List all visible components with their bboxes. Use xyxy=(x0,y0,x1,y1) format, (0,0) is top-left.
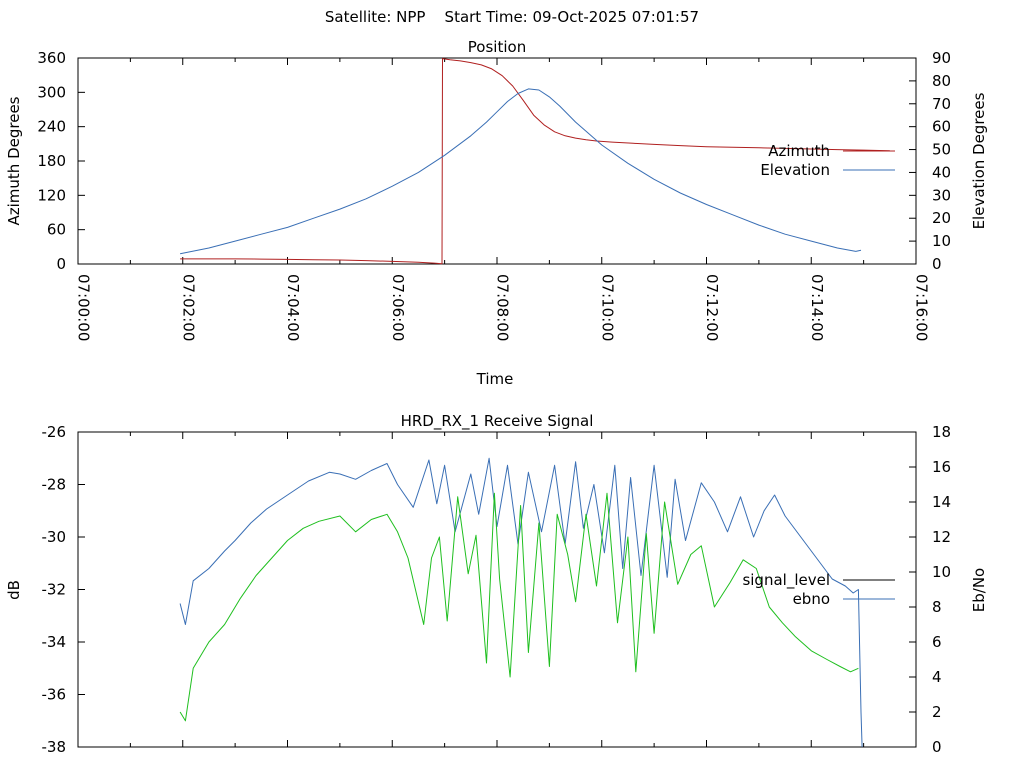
y2-tick-label: 30 xyxy=(932,186,951,204)
x-tick-label: 07:06:00 xyxy=(389,274,407,341)
y2-tick-label: 4 xyxy=(932,668,942,686)
y2-tick-label: 8 xyxy=(932,598,942,616)
x-tick-label: 07:14:00 xyxy=(808,274,826,341)
y2-tick-label: 18 xyxy=(932,423,951,441)
signal-y2label: Eb/No xyxy=(970,568,988,612)
legend-signal-level-label: signal_level xyxy=(742,571,830,590)
y-tick-label: 240 xyxy=(37,118,66,136)
y-tick-label: -36 xyxy=(42,686,67,704)
legend-elevation-label: Elevation xyxy=(760,161,830,179)
position-legend: Azimuth Elevation xyxy=(760,142,895,179)
position-title: Position xyxy=(468,38,526,56)
y2-tick-label: 0 xyxy=(932,738,942,756)
position-xlabel: Time xyxy=(476,370,514,388)
y-tick-label: 120 xyxy=(37,186,66,204)
signal-y-axis: -38 -36 -34 -32 -30 -28 -26 xyxy=(42,423,85,756)
position-y2-axis: 0 10 20 30 40 50 60 70 80 90 xyxy=(909,49,951,273)
x-tick-label: 07:16:00 xyxy=(913,274,931,341)
y2-tick-label: 90 xyxy=(932,49,951,67)
y-tick-label: 360 xyxy=(37,49,66,67)
signal-chart: HRD_RX_1 Receive Signal -38-36-34-32-30-… xyxy=(5,412,988,756)
y2-tick-label: 12 xyxy=(932,528,951,546)
y-tick-label: 300 xyxy=(37,83,66,101)
signal-x-axis xyxy=(77,432,917,747)
position-x-axis: 07:00:00 07:02:00 07:04:00 07:06:00 07:08:00… xyxy=(75,58,931,341)
y-tick-label: -28 xyxy=(42,476,67,494)
signal-ylabel: dB xyxy=(5,580,23,600)
y-tick-label: 180 xyxy=(37,152,66,170)
legend-azimuth-label: Azimuth xyxy=(768,142,830,160)
x-tick-label: 07:08:00 xyxy=(494,274,512,341)
x-tick-label: 07:12:00 xyxy=(703,274,721,341)
y2-tick-label: 2 xyxy=(932,703,942,721)
y2-tick-label: 14 xyxy=(932,493,951,511)
x-tick-label: 07:10:00 xyxy=(598,274,616,341)
y2-tick-label: 20 xyxy=(932,209,951,227)
x-tick-label: 07:02:00 xyxy=(179,274,197,341)
x-tick-label: 07:00:00 xyxy=(75,274,93,341)
signal-plot-frame xyxy=(77,431,917,748)
position-chart: Position 07:00:00 07:02:00 07:04:00 07:06:0… xyxy=(5,38,988,388)
series-line-secondary-trace xyxy=(179,492,859,722)
series-line-elevation xyxy=(180,88,862,255)
y-tick-label: -26 xyxy=(42,423,67,441)
series-line-ebno xyxy=(179,457,863,748)
y-tick-label: -30 xyxy=(42,528,67,546)
y2-tick-label: 70 xyxy=(932,95,951,113)
legend-ebno-label: ebno xyxy=(793,590,830,608)
y-tick-label: -38 xyxy=(42,738,67,756)
y2-tick-label: 10 xyxy=(932,232,951,250)
position-y2label: Elevation Degrees xyxy=(970,92,988,229)
y-tick-label: 0 xyxy=(56,255,66,273)
y2-tick-label: 10 xyxy=(932,563,951,581)
y-tick-label: -32 xyxy=(42,581,67,599)
signal-title: HRD_RX_1 Receive Signal xyxy=(401,412,594,431)
y2-tick-label: 16 xyxy=(932,458,951,476)
signal-legend: signal_level ebno xyxy=(742,571,895,608)
x-tick-label: 07:04:00 xyxy=(284,274,302,341)
y2-tick-label: 50 xyxy=(932,141,951,159)
y2-tick-label: 80 xyxy=(932,72,951,90)
y2-tick-label: 60 xyxy=(932,118,951,136)
chart-header: Satellite: NPP Start Time: 09-Oct-2025 0… xyxy=(325,8,699,26)
signal-series xyxy=(179,457,863,748)
position-y-axis: 0 60 120 180 240 300 360 xyxy=(37,49,85,273)
position-ylabel: Azimuth Degrees xyxy=(5,96,23,225)
y-tick-label: -34 xyxy=(42,633,67,651)
y2-tick-label: 40 xyxy=(932,163,951,181)
signal-y2-axis: 0 2 4 6 8 10 12 14 16 18 xyxy=(909,423,951,756)
y-tick-label: 60 xyxy=(47,221,66,239)
y2-tick-label: 0 xyxy=(932,255,942,273)
y2-tick-label: 6 xyxy=(932,633,942,651)
position-series xyxy=(180,58,890,265)
